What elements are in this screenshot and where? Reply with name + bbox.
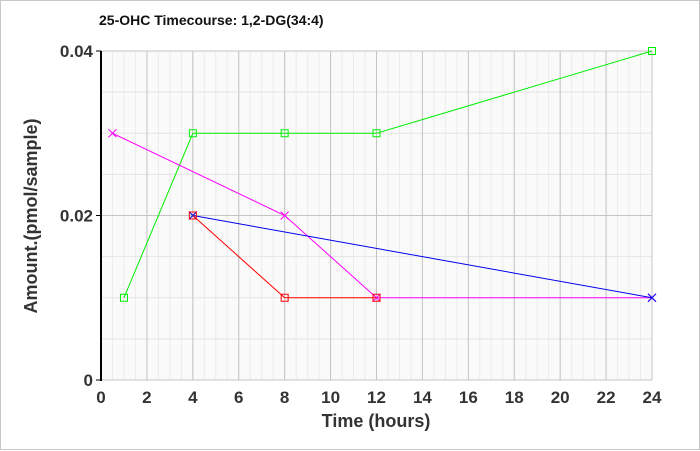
y-tick-label: 0.02: [60, 207, 93, 226]
marker-stroke: [108, 128, 117, 138]
data-point-x: [108, 128, 117, 138]
data-point-square: [188, 129, 197, 138]
data-point-square: [280, 129, 289, 138]
x-axis-label: Time (hours): [322, 411, 431, 431]
x-tick-label: 12: [367, 388, 386, 407]
marker-stroke: [280, 211, 290, 220]
data-point-square: [280, 293, 289, 302]
data-point-square: [648, 47, 656, 55]
data-point-x: [280, 211, 290, 220]
x-tick-label: 0: [96, 388, 105, 407]
data-point-square: [188, 211, 197, 220]
series-line-1: [112, 132, 652, 299]
data-point-square: [119, 293, 128, 302]
chart-title: 25-OHC Timecourse: 1,2-DG(34:4): [99, 12, 324, 28]
data-point-x: [647, 293, 657, 303]
x-tick-label: 6: [234, 388, 243, 407]
x-tick-label: 4: [188, 388, 198, 407]
series-line-2: [192, 215, 653, 299]
series-line-3: [192, 215, 377, 299]
x-tick-label: 16: [459, 388, 478, 407]
series-group: [108, 47, 657, 303]
x-tick-label: 22: [597, 388, 616, 407]
grid: [100, 50, 653, 381]
marker-stroke: [647, 293, 657, 303]
y-tick-label: 0: [84, 371, 93, 390]
data-point-square: [372, 293, 381, 302]
x-tick-label: 14: [413, 388, 432, 407]
y-axis-label: Amount.(pmol/sample): [21, 118, 41, 313]
y-tick-label: 0.04: [60, 42, 94, 61]
data-point-square: [372, 129, 381, 138]
x-tick-label: 24: [643, 388, 662, 407]
x-tick-label: 2: [142, 388, 151, 407]
x-tick-label: 18: [505, 388, 524, 407]
x-tick-label: 10: [321, 388, 340, 407]
x-tick-label: 20: [551, 388, 570, 407]
x-tick-label: 8: [280, 388, 289, 407]
series-line-0: [123, 50, 653, 298]
